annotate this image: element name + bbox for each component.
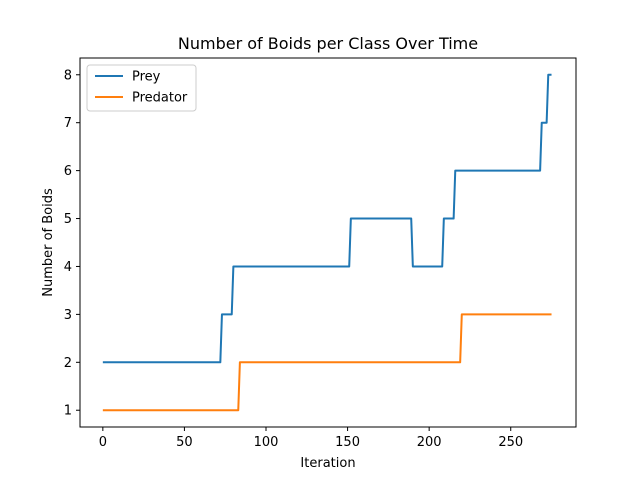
legend-label-predator: Predator (132, 91, 188, 106)
x-tick-label: 50 (176, 435, 193, 450)
y-axis-label: Number of Boids (41, 188, 56, 297)
y-axis: 1 2 3 4 5 6 7 8 (64, 68, 80, 419)
y-tick-label: 3 (64, 308, 72, 323)
y-tick-label: 5 (64, 212, 72, 227)
y-tick-label: 7 (64, 116, 72, 131)
y-tick-label: 8 (64, 68, 72, 83)
plot-frame (79, 57, 577, 428)
y-tick-label: 2 (64, 356, 72, 371)
series-line-predator (102, 313, 552, 412)
y-tick-label: 4 (64, 260, 72, 275)
x-tick-label: 100 (254, 435, 279, 450)
x-tick-label: 0 (99, 435, 107, 450)
plot-area (102, 73, 552, 412)
series-line-prey (102, 73, 552, 364)
chart-title: Number of Boids per Class Over Time (178, 34, 478, 53)
x-axis: 0 50 100 150 200 250 (99, 427, 523, 450)
y-tick-label: 6 (64, 164, 72, 179)
x-tick-label: 200 (417, 435, 442, 450)
x-axis-label: Iteration (300, 456, 355, 471)
legend-label-prey: Prey (132, 70, 161, 85)
y-tick-label: 1 (64, 404, 72, 419)
x-tick-label: 250 (498, 435, 523, 450)
x-tick-label: 150 (335, 435, 360, 450)
legend: Prey Predator (86, 64, 197, 112)
